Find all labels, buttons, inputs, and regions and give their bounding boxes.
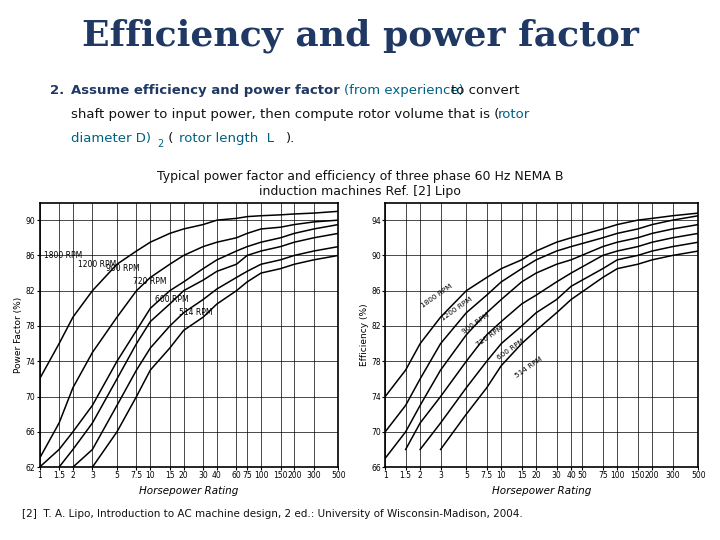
Text: 600 RPM: 600 RPM [155, 295, 189, 304]
Text: Typical power factor and efficiency of three phase 60 Hz NEMA B: Typical power factor and efficiency of t… [157, 170, 563, 183]
Text: shaft power to input power, then compute rotor volume that is (: shaft power to input power, then compute… [71, 108, 499, 121]
Text: 1800 RPM: 1800 RPM [44, 251, 82, 260]
Text: 2: 2 [157, 139, 163, 149]
X-axis label: Horsepower Rating: Horsepower Rating [492, 486, 592, 496]
Text: 1800 RPM: 1800 RPM [420, 282, 454, 308]
Y-axis label: Efficiency (%): Efficiency (%) [359, 303, 369, 366]
Text: to convert: to convert [451, 84, 520, 97]
Text: 720 RPM: 720 RPM [475, 325, 505, 348]
Text: [2]  T. A. Lipo, Introduction to AC machine design, 2 ed.: University of Wiscons: [2] T. A. Lipo, Introduction to AC machi… [22, 509, 522, 519]
Text: diameter D): diameter D) [71, 132, 150, 145]
Text: 514 RPM: 514 RPM [515, 356, 544, 379]
Text: 720 RPM: 720 RPM [133, 278, 166, 286]
Text: 2.: 2. [50, 84, 65, 97]
Text: (: ( [164, 132, 174, 145]
Text: 1200 RPM: 1200 RPM [78, 260, 116, 268]
Text: 900 RPM: 900 RPM [461, 312, 490, 335]
Text: 1200 RPM: 1200 RPM [441, 296, 474, 322]
Text: ).: ). [286, 132, 295, 145]
Text: 900 RPM: 900 RPM [107, 264, 140, 273]
Y-axis label: Power Factor (%): Power Factor (%) [14, 296, 23, 373]
Text: rotor: rotor [498, 108, 531, 121]
Text: Assume efficiency and power factor: Assume efficiency and power factor [71, 84, 339, 97]
Text: induction machines Ref. [2] Lipo: induction machines Ref. [2] Lipo [259, 185, 461, 198]
Text: 600 RPM: 600 RPM [496, 338, 526, 361]
Text: (from experience): (from experience) [344, 84, 464, 97]
Text: 514 RPM: 514 RPM [179, 308, 212, 317]
X-axis label: Horsepower Rating: Horsepower Rating [139, 486, 239, 496]
Text: rotor length  L: rotor length L [179, 132, 274, 145]
Text: Efficiency and power factor: Efficiency and power factor [81, 19, 639, 53]
